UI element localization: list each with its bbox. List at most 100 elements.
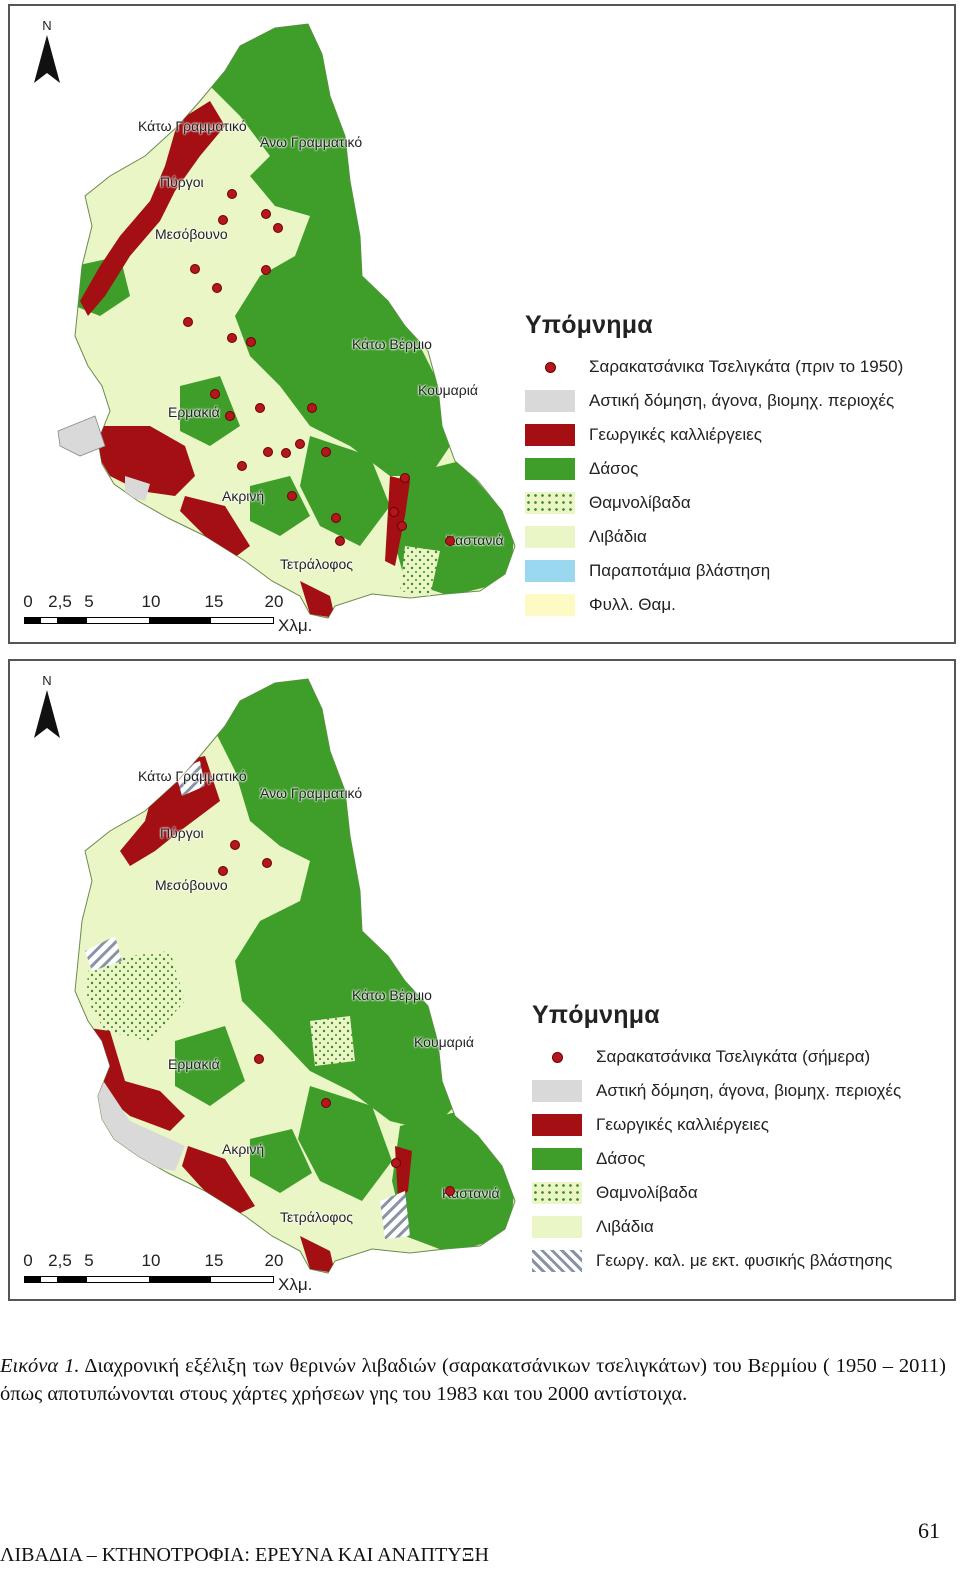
- legend-item: Σαρακατσάνικα Τσελιγκάτα (πριν το 1950): [525, 350, 903, 384]
- scale-bar-2000: 0 2,5 5 10 15 20 Χλμ.: [23, 1251, 334, 1294]
- scale-tick: 5: [84, 592, 94, 611]
- north-arrow-icon: [34, 35, 60, 83]
- scale-unit: Χλμ.: [278, 1275, 313, 1294]
- settlement-dot: [227, 333, 237, 343]
- north-label: N: [42, 673, 52, 688]
- legend-label: Σαρακατσάνικα Τσελιγκάτα (πριν το 1950): [589, 357, 904, 376]
- legend-label: Φυλλ. Θαμ.: [589, 595, 676, 614]
- town-label: Ερμακιά: [168, 1056, 220, 1072]
- figure-caption: Εικόνα 1. Διαχρονική εξέλιξη των θερινών…: [0, 1352, 946, 1408]
- town-label: Καστανιά: [446, 532, 504, 548]
- legend-2000: Υπόμνημα Σαρακατσάνικα Τσελιγκάτα (σήμερ…: [532, 1001, 901, 1278]
- legend-item: Γεωργικές καλλιέργειες: [525, 418, 903, 452]
- page-number: 61: [918, 1518, 940, 1543]
- town-label: Άνω Γραμματικό: [260, 134, 363, 150]
- scale-unit: Χλμ.: [278, 616, 313, 635]
- scale-tick: 20: [264, 1251, 284, 1270]
- settlement-dot: [246, 337, 256, 347]
- town-label: Άνω Γραμματικό: [260, 785, 363, 801]
- legend-title: Υπόμνημα: [532, 1001, 660, 1029]
- town-label: Κάτω Βέρμιο: [352, 336, 432, 352]
- legend-label: Λιβάδια: [596, 1217, 654, 1236]
- town-label: Μεσόβουνο: [155, 877, 228, 893]
- scale-tick: 0: [23, 1251, 33, 1270]
- settlement-dot: [190, 264, 200, 274]
- settlement-dot: [295, 439, 305, 449]
- settlement-dots: [218, 840, 455, 1196]
- town-label: Πύργοι: [160, 174, 204, 190]
- settlement-dot: [225, 411, 235, 421]
- settlement-dot: [307, 403, 317, 413]
- legend-label: Γεωργικές καλλιέργειες: [589, 425, 762, 444]
- legend-item: Αστική δόμηση, άγονα, βιομηχ. περιοχές: [525, 384, 903, 418]
- settlement-dot: [281, 448, 291, 458]
- town-label: Ακρινή: [222, 488, 265, 504]
- settlement-dot: [321, 1098, 331, 1108]
- dot-swatch: [525, 356, 575, 378]
- town-label: Κάτω Βέρμιο: [352, 987, 432, 1003]
- settlement-dot: [389, 507, 399, 517]
- legend-item: Θαμνολίβαδα: [525, 486, 903, 520]
- scale-tick: 5: [84, 1251, 94, 1270]
- settlement-dot: [230, 840, 240, 850]
- legend-title: Υπόμνημα: [525, 311, 653, 339]
- legend-item: Θαμνολίβαδα: [532, 1176, 901, 1210]
- legend-item: Αστική δόμηση, άγονα, βιομηχ. περιοχές: [532, 1074, 901, 1108]
- legend-1950: Υπόμνημα Σαρακατσάνικα Τσελιγκάτα (πριν …: [525, 311, 903, 622]
- north-arrow: N: [32, 18, 62, 83]
- settlement-dot: [400, 473, 410, 483]
- terrain-map-1950: [57, 23, 516, 619]
- scale-tick: 15: [204, 1251, 224, 1270]
- settlement-dot: [237, 461, 247, 471]
- legend-label: Αστική δόμηση, άγονα, βιομηχ. περιοχές: [589, 391, 895, 410]
- terrain-map-2000: [74, 678, 516, 1274]
- forest-swatch: [525, 458, 575, 480]
- legend-label: Γεωργικές καλλιέργειες: [596, 1115, 769, 1134]
- town-label: Κάτω Γραμματικό: [138, 118, 247, 134]
- settlement-dot: [212, 283, 222, 293]
- legend-label: Παραποτάμια βλάστηση: [589, 561, 771, 580]
- settlement-dot: [227, 189, 237, 199]
- legend-item: Παραποτάμια βλάστηση: [525, 554, 903, 588]
- legend-item: Δάσος: [525, 452, 903, 486]
- figure-label: Εικόνα 1.: [0, 1355, 80, 1377]
- urban-swatch: [525, 390, 575, 412]
- town-label: Ερμακιά: [168, 404, 220, 420]
- settlement-dot: [335, 536, 345, 546]
- scale-bar-1950: 0 2,5 5 10 15 20 Χλμ.: [23, 592, 334, 635]
- town-label: Πύργοι: [160, 825, 204, 841]
- agri-swatch: [525, 424, 575, 446]
- legend-item: Σαρακατσάνικα Τσελιγκάτα (σήμερα): [532, 1040, 901, 1074]
- scale-bar-graphic: [24, 1276, 274, 1283]
- urban-swatch: [532, 1080, 582, 1102]
- dot-swatch: [532, 1046, 582, 1068]
- shrub-swatch: [532, 1182, 582, 1204]
- legend-label: Αστική δόμηση, άγονα, βιομηχ. περιοχές: [596, 1081, 902, 1100]
- agri-swatch: [532, 1114, 582, 1136]
- shrub-swatch: [525, 492, 575, 514]
- legend-label: Λιβάδια: [589, 527, 647, 546]
- scale-tick: 0: [23, 592, 33, 611]
- settlement-dot: [218, 215, 228, 225]
- meadow-swatch: [532, 1216, 582, 1238]
- settlement-dot: [183, 317, 193, 327]
- settlement-dot: [255, 403, 265, 413]
- settlement-dot: [391, 1158, 401, 1168]
- legend-item: Λιβάδια: [525, 520, 903, 554]
- settlement-dot: [210, 389, 220, 399]
- scale-tick: 10: [141, 1251, 161, 1270]
- scale-tick: 2,5: [48, 592, 72, 611]
- settlement-dot: [218, 866, 228, 876]
- settlement-dot: [331, 513, 341, 523]
- legend-label: Θαμνολίβαδα: [596, 1183, 698, 1202]
- legend-item: Φυλλ. Θαμ.: [525, 588, 903, 622]
- settlement-dot: [273, 223, 283, 233]
- scale-bar-graphic: [24, 617, 274, 624]
- settlement-dot: [445, 1186, 455, 1196]
- settlement-dot: [263, 447, 273, 457]
- settlement-dot: [262, 858, 272, 868]
- caption-text: Διαχρονική εξέλιξη των θερινών λιβαδιών …: [0, 1355, 946, 1405]
- scale-tick: 20: [264, 592, 284, 611]
- north-arrow: N: [32, 673, 62, 738]
- settlement-dot: [445, 536, 455, 546]
